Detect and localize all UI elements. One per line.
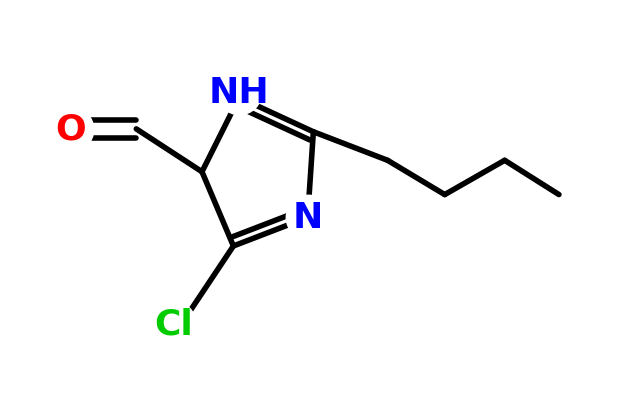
Text: NH: NH (209, 76, 270, 109)
Text: N: N (292, 201, 323, 235)
Text: O: O (55, 113, 86, 147)
Text: Cl: Cl (154, 306, 193, 340)
